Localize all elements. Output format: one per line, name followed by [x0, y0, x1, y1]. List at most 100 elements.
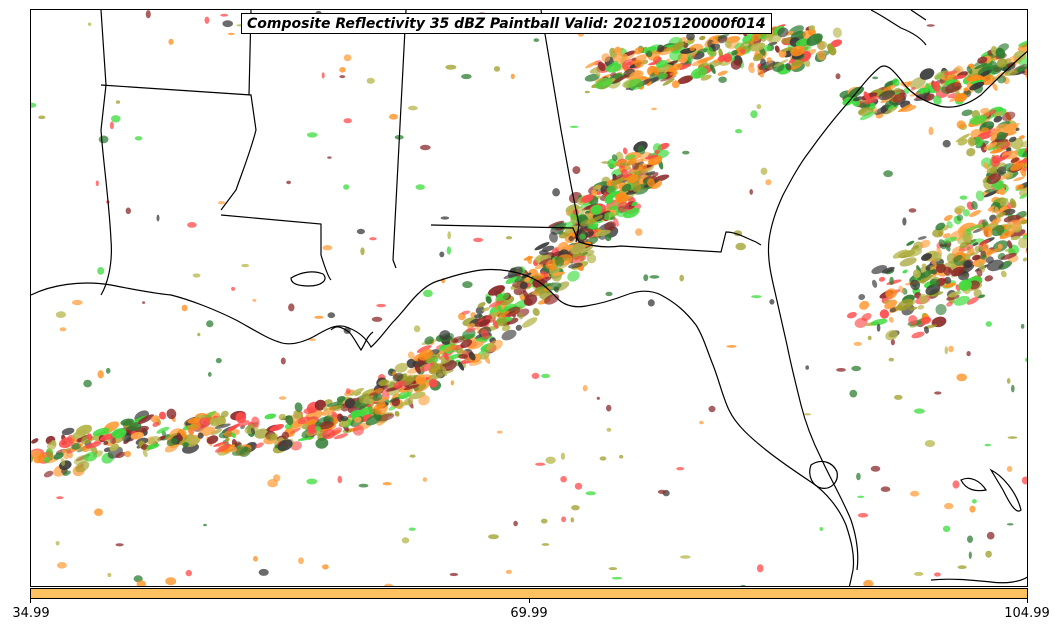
- reflectivity-blob: [898, 285, 905, 294]
- reflectivity-cell: [682, 150, 690, 155]
- reflectivity-cell: [371, 316, 383, 322]
- reflectivity-blob: [554, 246, 559, 252]
- reflectivity-cell: [582, 385, 588, 392]
- reflectivity-blob: [278, 413, 287, 421]
- reflectivity-cell: [971, 499, 977, 504]
- reflectivity-cell: [857, 495, 865, 498]
- reflectivity-blob: [989, 148, 1004, 154]
- reflectivity-blob: [974, 245, 982, 253]
- reflectivity-blob: [991, 225, 1005, 237]
- reflectivity-blob: [614, 159, 628, 167]
- reflectivity-blob: [942, 233, 951, 239]
- reflectivity-blob: [570, 255, 587, 264]
- reflectivity-blob: [545, 259, 559, 269]
- reflectivity-blob: [580, 218, 596, 227]
- reflectivity-cell: [449, 572, 459, 577]
- reflectivity-blob: [918, 293, 929, 305]
- reflectivity-blob: [919, 316, 932, 325]
- reflectivity-blob: [115, 451, 126, 459]
- reflectivity-blob: [92, 427, 110, 437]
- reflectivity-blob: [365, 414, 382, 426]
- reflectivity-cell: [366, 77, 375, 84]
- reflectivity-cell: [358, 483, 369, 488]
- reflectivity-cell: [125, 207, 131, 215]
- reflectivity-blob: [1021, 149, 1027, 158]
- reflectivity-blob: [31, 453, 34, 464]
- reflectivity-cell: [956, 373, 967, 382]
- reflectivity-blob: [394, 362, 408, 373]
- reflectivity-cell: [192, 273, 201, 278]
- reflectivity-cell: [545, 456, 556, 464]
- reflectivity-blob: [315, 437, 329, 449]
- reflectivity-blob: [933, 95, 942, 106]
- reflectivity-blob: [488, 299, 505, 308]
- reflectivity-blob: [717, 35, 728, 44]
- reflectivity-cell: [959, 195, 968, 200]
- reflectivity-cell: [231, 286, 236, 291]
- reflectivity-cell: [924, 440, 936, 447]
- reflectivity-cell: [769, 299, 775, 305]
- colorbar: [30, 588, 1028, 599]
- reflectivity-blob: [892, 92, 907, 103]
- reflectivity-cell: [356, 228, 365, 235]
- reflectivity-cell: [585, 491, 596, 496]
- reflectivity-blob: [479, 352, 490, 360]
- reflectivity-cell: [606, 427, 612, 432]
- reflectivity-blob: [925, 283, 941, 296]
- reflectivity-blob: [265, 432, 278, 441]
- reflectivity-blob: [612, 53, 629, 63]
- reflectivity-cell: [241, 263, 250, 268]
- reflectivity-blob: [977, 131, 993, 140]
- reflectivity-blob: [984, 275, 994, 282]
- reflectivity-cell: [913, 408, 925, 414]
- reflectivity-blob: [993, 154, 1009, 164]
- reflectivity-cell: [222, 20, 233, 28]
- reflectivity-cell: [419, 144, 431, 151]
- reflectivity-blob: [251, 416, 260, 428]
- reflectivity-cell: [619, 162, 630, 167]
- border-ms-al: [392, 10, 407, 269]
- reflectivity-blob: [985, 247, 1003, 255]
- reflectivity-blob: [597, 61, 606, 72]
- reflectivity-blob: [330, 427, 343, 436]
- reflectivity-cell: [327, 156, 332, 159]
- reflectivity-blob: [568, 235, 574, 242]
- reflectivity-cell: [635, 228, 643, 236]
- reflectivity-blob: [554, 256, 565, 267]
- reflectivity-blob: [534, 242, 550, 251]
- reflectivity-blob: [993, 115, 1003, 123]
- reflectivity-cell: [422, 477, 428, 482]
- reflectivity-blob: [568, 262, 583, 269]
- reflectivity-blob: [957, 138, 968, 146]
- reflectivity-blob: [352, 424, 365, 436]
- reflectivity-blob: [858, 293, 866, 301]
- reflectivity-blob: [315, 426, 321, 432]
- reflectivity-blob: [1020, 139, 1027, 148]
- reflectivity-cell: [142, 301, 146, 304]
- reflectivity-blob: [626, 174, 639, 184]
- reflectivity-cell: [804, 413, 812, 416]
- reflectivity-blob: [670, 41, 685, 52]
- reflectivity-cell: [505, 569, 512, 575]
- reflectivity-cell: [220, 13, 229, 17]
- reflectivity-blob: [677, 75, 694, 85]
- reflectivity-blob: [945, 82, 962, 94]
- reflectivity-cell: [957, 565, 967, 570]
- reflectivity-blob: [86, 433, 93, 441]
- reflectivity-cell: [569, 125, 579, 128]
- reflectivity-cell: [883, 170, 893, 178]
- reflectivity-blob: [644, 154, 659, 160]
- reflectivity-blob: [505, 276, 520, 284]
- reflectivity-blob: [604, 233, 612, 242]
- reflectivity-blob: [456, 347, 464, 354]
- reflectivity-cell: [969, 505, 976, 513]
- reflectivity-blob: [951, 266, 965, 277]
- reflectivity-blob: [944, 276, 952, 285]
- reflectivity-blob: [605, 63, 622, 73]
- border-nc-sc: [910, 10, 927, 21]
- reflectivity-blob: [349, 387, 364, 396]
- reflectivity-blob: [634, 47, 644, 55]
- reflectivity-blob: [1027, 212, 1028, 222]
- reflectivity-blob: [996, 131, 1007, 140]
- reflectivity-blob: [614, 46, 622, 55]
